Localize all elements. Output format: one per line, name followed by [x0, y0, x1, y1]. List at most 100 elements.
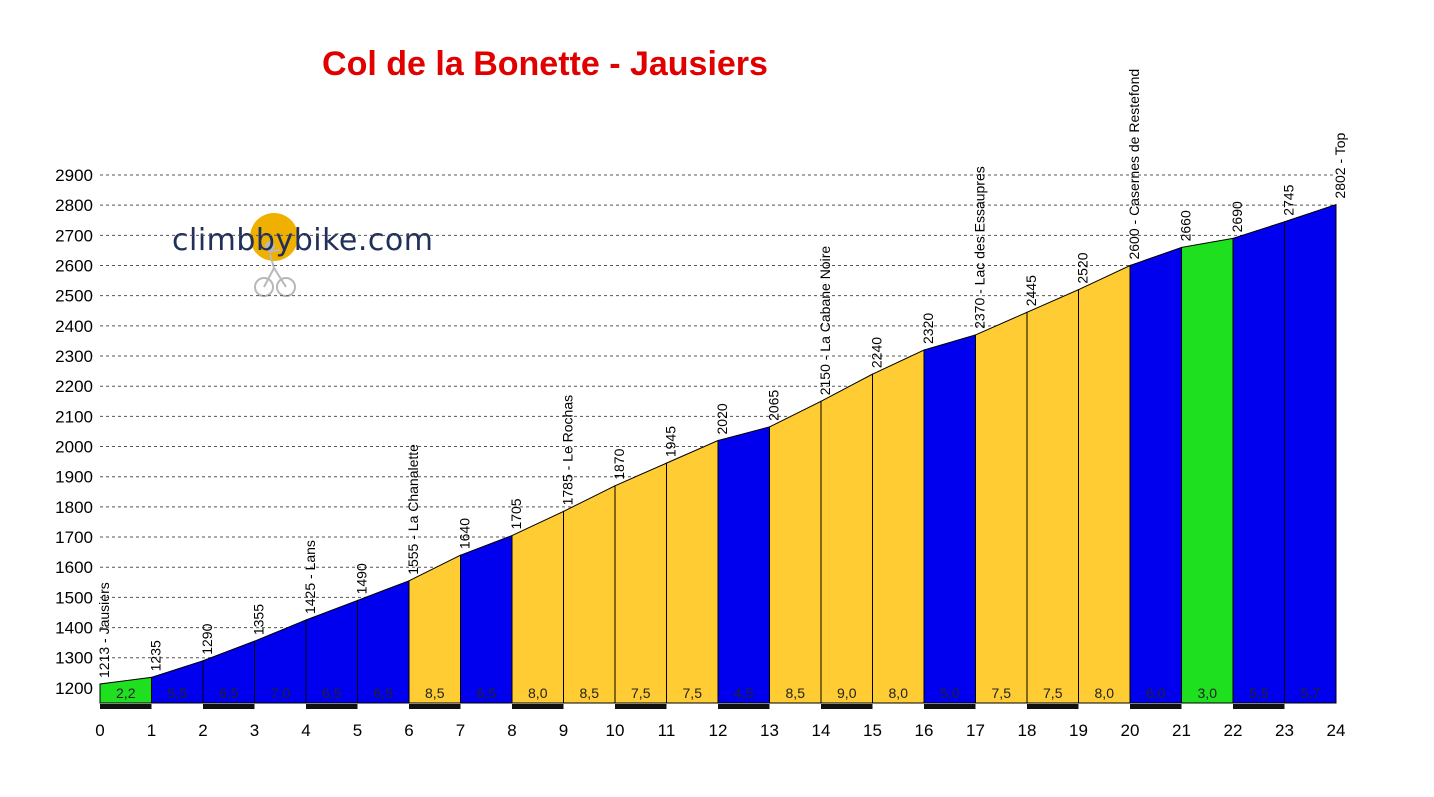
km-scale-bar [100, 704, 1336, 709]
gradient-label: 5,5 [168, 685, 188, 701]
logo-sun-icon [250, 213, 298, 261]
gradient-label: 7,0 [271, 685, 291, 701]
y-tick-label: 1500 [55, 588, 93, 607]
gradient-label: 8,0 [528, 685, 548, 701]
waypoint-label: 1490 [354, 563, 370, 594]
x-tick-label: 21 [1172, 721, 1191, 740]
km-bar-segment [666, 704, 718, 709]
km-bar-segment [151, 704, 203, 709]
profile-segment [614, 462, 667, 704]
y-tick-label: 2200 [55, 377, 93, 396]
gradient-labels: 2,2 5,5 6,5 7,0 6,5 6,5 8,5 6,5 8,0 8,5 7,5 7,5 4,5 8… [116, 685, 1320, 701]
waypoint-label: 2690 [1229, 201, 1245, 232]
gradient-label: 6,5 [374, 685, 394, 701]
gradient-label: 7,5 [1043, 685, 1063, 701]
km-bar-segment [306, 704, 358, 709]
gradient-label: 6,5 [477, 685, 497, 701]
profile-segment [717, 426, 770, 704]
x-tick-label: 14 [812, 721, 831, 740]
km-bar-segment [975, 704, 1027, 709]
waypoint-label: 2240 [869, 337, 885, 368]
gradient-label: 2,2 [116, 685, 136, 701]
logo-text: climbbybike.com [172, 223, 433, 258]
km-bar-segment [1233, 704, 1285, 709]
profile-segment [975, 311, 1028, 704]
km-bar-segment [872, 704, 924, 709]
x-tick-label: 13 [760, 721, 779, 740]
x-tick-label: 23 [1275, 721, 1294, 740]
gradient-label: 8,0 [1095, 685, 1115, 701]
km-bar-segment [563, 704, 615, 709]
x-tick-label: 20 [1121, 721, 1140, 740]
waypoint-label: 2320 [920, 313, 936, 344]
km-bar-segment [1027, 704, 1079, 709]
x-tick-label: 22 [1224, 721, 1243, 740]
gradient-label: 8,5 [786, 685, 806, 701]
gradient-label: 5,5 [1249, 685, 1269, 701]
gradient-label: 9,0 [837, 685, 857, 701]
profile-segment [1232, 221, 1285, 704]
km-bar-segment [769, 704, 821, 709]
gradient-label: 6,5 [219, 685, 239, 701]
y-tick-label: 1400 [55, 619, 93, 638]
waypoint-label: 2150 - La Cabane Noire [817, 246, 833, 396]
y-tick-label: 2300 [55, 347, 93, 366]
waypoint-label: 1213 - Jausiers [96, 582, 112, 678]
profile-segment [923, 334, 976, 704]
y-tick-label: 2600 [55, 257, 93, 276]
gradient-label: 7,5 [631, 685, 651, 701]
profile-segments [99, 203, 1337, 704]
gradient-label: 7,5 [992, 685, 1012, 701]
x-tick-label: 10 [606, 721, 625, 740]
waypoint-label: 1555 - La Chanalette [405, 444, 421, 575]
gradient-label: 5,0 [940, 685, 960, 701]
waypoint-label: 2445 [1023, 275, 1039, 306]
waypoint-label: 1355 [251, 604, 267, 635]
y-tick-label: 1700 [55, 528, 93, 547]
waypoint-label: 2065 [766, 390, 782, 421]
km-bar-segment [357, 704, 409, 709]
profile-segment [408, 554, 461, 704]
x-axis-labels: 0 1 2 3 4 5 6 7 8 9 10 11 12 13 14 15 16 17 18 19 20 21 22 23 24 [95, 721, 1345, 740]
x-tick-label: 17 [966, 721, 985, 740]
km-bar-segment [1181, 704, 1233, 709]
waypoint-label: 1945 [663, 426, 679, 457]
km-bar-segment [100, 704, 152, 709]
x-tick-label: 16 [915, 721, 934, 740]
waypoint-label: 2370 - Lac des Essaupres [972, 166, 988, 329]
waypoint-label: 1290 [199, 623, 215, 654]
y-tick-label: 1600 [55, 558, 93, 577]
km-bar-segment [615, 704, 667, 709]
x-tick-label: 8 [507, 721, 516, 740]
waypoint-label: 1235 [148, 640, 164, 671]
profile-segment [1026, 288, 1079, 704]
x-tick-label: 4 [301, 721, 310, 740]
x-tick-label: 3 [250, 721, 259, 740]
x-tick-label: 19 [1069, 721, 1088, 740]
gradient-label: 5,7 [1301, 685, 1321, 701]
profile-segment [1078, 264, 1131, 704]
km-bar-segment [1130, 704, 1182, 709]
x-tick-label: 2 [198, 721, 207, 740]
y-tick-label: 1900 [55, 468, 93, 487]
gradient-label: 8,5 [580, 685, 600, 701]
x-tick-label: 7 [456, 721, 465, 740]
km-bar-segment [924, 704, 976, 709]
gradient-label: 6,5 [322, 685, 342, 701]
waypoint-label: 1640 [457, 518, 473, 549]
y-tick-label: 1800 [55, 498, 93, 517]
profile-segment [872, 349, 925, 704]
profile-segment [1284, 203, 1337, 704]
x-tick-label: 11 [658, 721, 676, 740]
x-tick-label: 5 [353, 721, 362, 740]
x-tick-label: 0 [95, 721, 104, 740]
profile-segment [666, 439, 719, 704]
y-tick-label: 2800 [55, 196, 93, 215]
km-bar-segment [203, 704, 255, 709]
km-bar-segment [821, 704, 873, 709]
y-tick-label: 2500 [55, 287, 93, 306]
waypoint-label: 2520 [1075, 252, 1091, 283]
y-axis-labels: 1200 1300 1400 1500 1600 1700 1800 1900 2000 2100… [55, 166, 93, 698]
km-bar-segment [1284, 704, 1336, 709]
